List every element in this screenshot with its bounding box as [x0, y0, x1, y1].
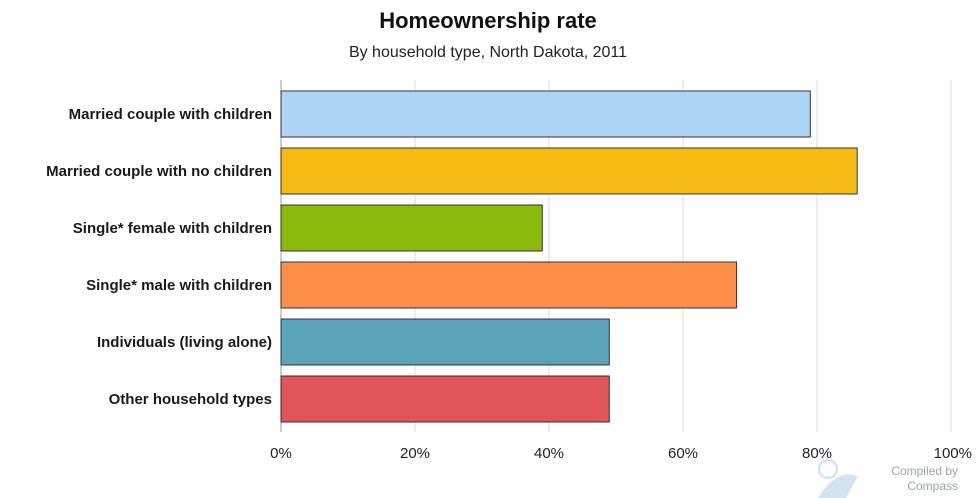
bar-4	[280, 261, 738, 309]
x-tick-label-1: 20%	[400, 445, 430, 462]
bar-2	[280, 147, 858, 195]
x-tick-label-4: 80%	[802, 445, 832, 462]
category-labels: Married couple with children Married coup…	[46, 106, 272, 408]
bars	[280, 90, 858, 423]
chart-subtitle: By household type, North Dakota, 2011	[349, 44, 627, 61]
category-label-6: Other household types	[109, 391, 272, 408]
x-tick-label-0: 0%	[270, 445, 292, 462]
chart-title: Homeownership rate	[379, 8, 597, 33]
category-label-5: Individuals (living alone)	[97, 334, 272, 351]
bar-1	[280, 90, 811, 138]
credit-line-1: Compiled by	[891, 464, 958, 478]
gridlines	[280, 80, 952, 432]
category-label-4: Single* male with children	[86, 277, 272, 294]
x-tick-label-2: 40%	[534, 445, 564, 462]
credit-line-2: Compass	[907, 479, 958, 493]
category-label-3: Single* female with children	[73, 220, 272, 237]
x-tick-label-5: 100%	[934, 445, 972, 462]
bar-3	[280, 204, 543, 252]
x-axis-ticks: 0% 20% 40% 60% 80% 100%	[270, 445, 972, 462]
compass-logo-icon	[817, 458, 858, 498]
x-tick-label-3: 60%	[668, 445, 698, 462]
credit: Compiled by Compass	[817, 458, 958, 498]
bar-5	[280, 318, 610, 366]
bar-6	[280, 375, 610, 423]
category-label-1: Married couple with children	[69, 106, 272, 123]
category-label-2: Married couple with no children	[46, 163, 272, 180]
